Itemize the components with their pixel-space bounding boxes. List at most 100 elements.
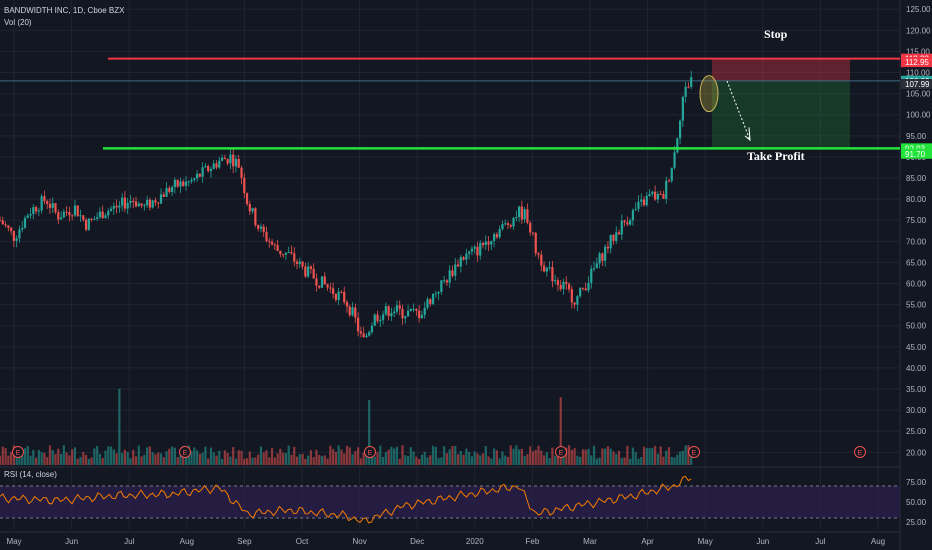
candle-body	[634, 208, 637, 211]
price-label-box	[901, 148, 932, 159]
x-tick-label: Sep	[237, 537, 252, 546]
volume-bar	[576, 455, 579, 465]
candle-body	[437, 291, 440, 294]
volume-bar	[43, 452, 46, 465]
candle-body	[10, 227, 13, 231]
candle-body	[104, 215, 107, 219]
volume-bar	[412, 451, 415, 465]
earnings-marker[interactable]	[555, 446, 567, 458]
candle-body	[673, 152, 676, 168]
volume-bar	[551, 447, 554, 465]
candle-body	[426, 299, 429, 308]
volume-bar	[418, 458, 421, 465]
candle-body	[76, 205, 79, 217]
take-profit-annotation: Take Profit	[747, 149, 805, 163]
candle-body	[248, 204, 251, 212]
candle-body	[584, 288, 587, 291]
candle-body	[48, 203, 52, 208]
volume-bar	[134, 456, 138, 465]
volume-bar	[465, 448, 468, 465]
volume-bar	[481, 453, 485, 465]
candle-body	[598, 253, 601, 264]
symbol-title: BANDWIDTH INC, 1D, Cboe BZX	[4, 6, 125, 15]
volume-bar	[204, 446, 207, 465]
candle-body	[529, 222, 532, 233]
volume-bar	[606, 446, 610, 465]
volume-bar	[454, 445, 457, 465]
volume-bar	[68, 455, 71, 465]
volume-bar	[59, 453, 63, 465]
volume-bar	[445, 453, 449, 465]
volume-bar	[157, 452, 160, 465]
candle-body	[201, 167, 204, 177]
candle-body	[73, 205, 77, 216]
candle-body	[240, 167, 243, 178]
volume-bar	[40, 452, 43, 465]
y-tick-label: 95.00	[906, 132, 927, 141]
candle-body	[384, 306, 387, 315]
earnings-marker[interactable]	[179, 446, 191, 458]
candle-body	[165, 187, 168, 197]
candle-body	[551, 267, 554, 282]
volume-bar	[312, 457, 315, 465]
y-tick-label: 80.00	[906, 195, 927, 204]
volume-bar	[121, 452, 124, 465]
y-tick-label: 30.00	[906, 406, 927, 415]
x-tick-label: May	[6, 537, 21, 546]
candle-body	[90, 218, 93, 220]
candle-body	[562, 281, 565, 289]
volume-bar	[562, 450, 565, 465]
earnings-marker[interactable]	[688, 446, 700, 458]
candle-body	[401, 308, 404, 319]
candle-body	[676, 138, 679, 153]
x-tick-label: Oct	[296, 537, 309, 546]
volume-bar	[529, 446, 532, 465]
candle-body	[287, 251, 290, 253]
volume-bar	[87, 458, 90, 465]
volume-bar	[270, 448, 274, 465]
volume-bar	[662, 456, 665, 465]
volume-bar	[598, 457, 601, 465]
candle-body	[204, 166, 207, 168]
candle-body	[121, 197, 124, 206]
volume-bar	[18, 455, 21, 465]
candle-body	[662, 194, 665, 199]
candle-body	[542, 265, 546, 272]
candle-body	[15, 238, 18, 241]
candle-body	[409, 309, 412, 311]
volume-bar	[437, 457, 440, 465]
candle-body	[526, 209, 529, 223]
candle-body	[1, 220, 4, 225]
earnings-marker[interactable]	[364, 446, 376, 458]
volume-bar	[226, 452, 229, 465]
candle-body	[468, 251, 471, 254]
volume-bar	[381, 456, 385, 465]
volume-bar	[587, 448, 590, 465]
candle-body	[37, 210, 40, 212]
candle-body	[545, 267, 548, 272]
earnings-marker[interactable]	[12, 446, 24, 458]
volume-bar	[665, 450, 668, 465]
candle-body	[559, 285, 562, 289]
volume-bar	[537, 445, 540, 465]
candle-body	[54, 203, 57, 213]
volume-bar	[140, 456, 143, 465]
candle-body	[32, 207, 35, 215]
candle-body	[184, 181, 188, 186]
volume-bar	[51, 450, 54, 465]
volume-bar	[390, 446, 393, 465]
candle-body	[179, 181, 182, 187]
candle-body	[112, 205, 115, 209]
candle-body	[640, 199, 643, 202]
y-tick-label: 45.00	[906, 343, 927, 352]
volume-bar	[26, 446, 29, 465]
y-tick-label: 25.00	[906, 427, 927, 436]
volume-bar	[395, 446, 399, 465]
candle-body	[12, 230, 15, 241]
price-label: 112.95	[905, 58, 929, 67]
candle-body	[573, 302, 576, 305]
earnings-marker[interactable]	[854, 446, 866, 458]
volume-bar	[579, 456, 582, 465]
volume-bar	[379, 445, 382, 465]
